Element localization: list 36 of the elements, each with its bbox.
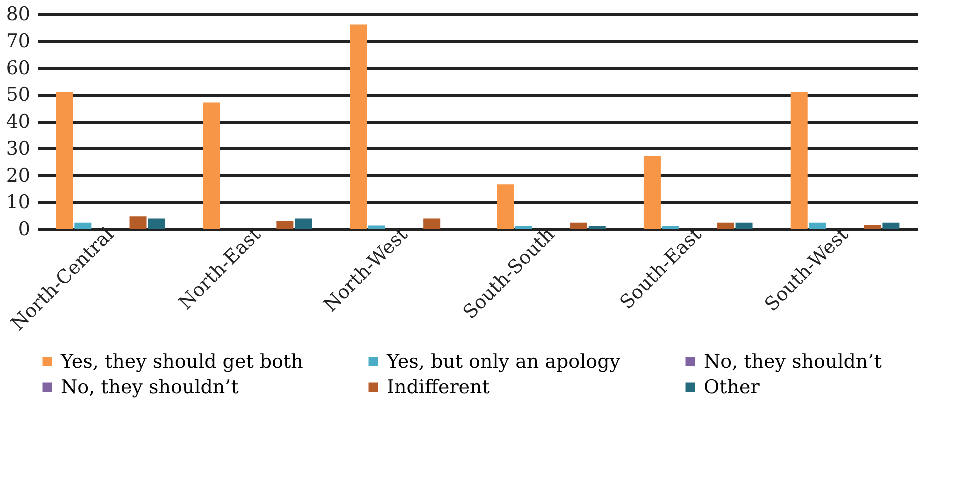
- bar: [736, 222, 753, 229]
- legend-label: Yes, they should get both: [60, 350, 304, 373]
- bar: [368, 226, 386, 229]
- bar: [662, 226, 680, 229]
- bar: [74, 222, 92, 229]
- y-tick-label: 50: [6, 84, 30, 106]
- bar: [203, 102, 220, 229]
- bar: [130, 216, 147, 229]
- bar: [56, 92, 74, 229]
- y-tick-label: 10: [6, 192, 30, 214]
- bar: [570, 222, 588, 229]
- bar: [497, 184, 514, 229]
- y-tick-label: 80: [6, 4, 30, 26]
- bar: [644, 156, 661, 229]
- y-tick-label: 40: [6, 111, 30, 133]
- bar: [276, 220, 294, 229]
- legend-label: No, they shouldn’t: [61, 376, 240, 398]
- legend-label: Other: [704, 376, 761, 398]
- bar: [424, 218, 441, 229]
- bar: [588, 226, 606, 229]
- legend-label: Indifferent: [387, 376, 490, 398]
- bar: [864, 224, 882, 229]
- bar: [515, 226, 532, 229]
- bar: [350, 24, 368, 229]
- bar: [295, 218, 312, 229]
- y-tick-label: 20: [6, 164, 30, 187]
- y-tick-label: 70: [6, 30, 30, 52]
- bar: [717, 222, 734, 229]
- y-tick-label: 30: [6, 138, 30, 160]
- bar: [882, 222, 900, 229]
- legend-label: No, they shouldn’t: [704, 350, 882, 373]
- bar: [809, 222, 826, 229]
- legend-label: Yes, but only an apology: [386, 350, 621, 373]
- bar: [790, 92, 808, 229]
- bar: [148, 218, 166, 229]
- y-tick-label: 60: [6, 57, 30, 80]
